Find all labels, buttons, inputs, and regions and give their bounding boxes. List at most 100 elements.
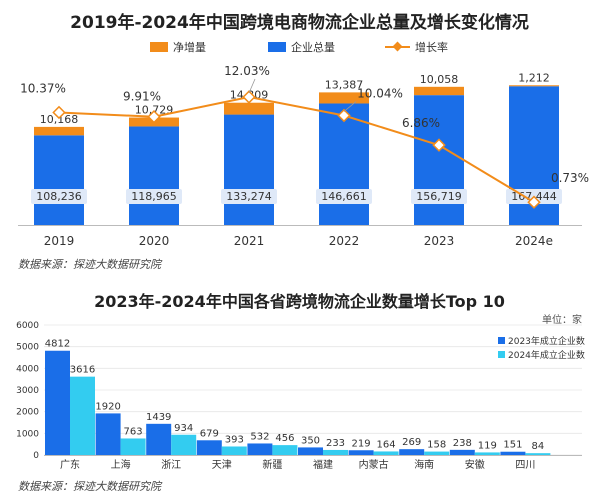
bar-net-2021 xyxy=(224,102,274,115)
growth-label-2020: 9.91% xyxy=(123,90,161,104)
x-tick-四川: 四川 xyxy=(515,460,535,471)
chart1-title: 2019年-2024年中国跨境电商物流企业总量及增长变化情况 xyxy=(70,13,529,33)
label-total-bg-2023 xyxy=(411,189,467,204)
bar-net-2024e xyxy=(509,85,559,87)
label-net-2023: 10,058 xyxy=(420,73,459,86)
growth-point-2021 xyxy=(242,90,256,104)
label-2023-福建: 350 xyxy=(301,435,320,446)
bar-2023-海南 xyxy=(399,449,425,455)
unit-label: 单位：家 xyxy=(542,313,582,326)
x-tick-浙江: 浙江 xyxy=(161,459,181,471)
bar-2023-福建 xyxy=(298,447,323,455)
growth-label-2022: 10.04% xyxy=(357,87,403,101)
chart1-source: 数据来源：探迹大数据研究院 xyxy=(18,258,161,271)
label-total-bg-2020 xyxy=(126,189,182,204)
legend-label-total: 企业总量 xyxy=(291,40,335,54)
label-net-2019: 10,168 xyxy=(40,113,79,126)
label-2024-安徽: 119 xyxy=(478,440,497,451)
bar-2023-上海 xyxy=(95,413,121,455)
label-2024-天津: 393 xyxy=(225,434,244,445)
label-2023-浙江: 1439 xyxy=(146,412,171,423)
label-2023-广东: 4812 xyxy=(45,339,70,350)
x-tick-广东: 广东 xyxy=(60,458,80,471)
growth-point-2024e xyxy=(527,195,541,209)
label-total-bg-2022 xyxy=(316,189,372,204)
legend-swatch-total xyxy=(268,42,286,52)
x-tick-2022: 2022 xyxy=(329,234,360,248)
label-total-2021: 133,274 xyxy=(226,190,272,203)
x-tick-安徽: 安徽 xyxy=(465,458,485,471)
growth-point-2019 xyxy=(52,105,66,120)
legend-label-2024: 2024年成立企业数 xyxy=(508,349,585,361)
legend-swatch-net xyxy=(150,42,168,52)
bar-2023-天津 xyxy=(196,440,222,455)
label-2024-海南: 158 xyxy=(427,440,446,451)
y-tick-4000: 4000 xyxy=(16,364,39,374)
growth-label-2019: 10.37% xyxy=(20,81,66,95)
label-2023-安徽: 238 xyxy=(453,438,472,449)
growth-point-2023 xyxy=(432,138,446,152)
bar-total-2019 xyxy=(34,135,84,225)
growth-label-2024e: 0.73% xyxy=(551,171,589,185)
bar-2023-四川 xyxy=(500,451,526,455)
bar-2024-浙江 xyxy=(171,434,197,455)
label-net-2024e: 1,212 xyxy=(518,71,550,84)
bar-total-2021 xyxy=(224,114,274,225)
growth-label-2021: 12.03% xyxy=(224,64,270,78)
y-tick-1000: 1000 xyxy=(16,429,39,439)
bar-2023-安徽 xyxy=(449,449,475,455)
label-net-2022: 13,387 xyxy=(325,78,364,91)
label-total-2023: 156,719 xyxy=(416,190,462,203)
growth-point-2022 xyxy=(337,108,351,123)
bar-2023-广东 xyxy=(45,350,70,455)
chart1-plot: 净增量企业总量增长率10,168108,236201910,729118,965… xyxy=(18,40,589,248)
y-tick-5000: 5000 xyxy=(16,343,39,353)
legend-swatch-2024 xyxy=(498,351,505,358)
bar-2023-内蒙古 xyxy=(348,450,374,455)
bar-2024-四川 xyxy=(525,453,551,455)
y-tick-3000: 3000 xyxy=(16,386,39,396)
label-2023-四川: 151 xyxy=(503,440,522,451)
label-2024-广东: 3616 xyxy=(70,365,95,376)
y-tick-2000: 2000 xyxy=(16,408,39,418)
legend-label-growth: 增长率 xyxy=(415,40,448,54)
x-tick-新疆: 新疆 xyxy=(262,458,282,471)
y-tick-0: 0 xyxy=(33,451,39,461)
growth-leader-2021 xyxy=(248,78,256,94)
bar-2024-海南 xyxy=(424,451,450,455)
label-2023-天津: 679 xyxy=(200,428,219,439)
x-tick-天津: 天津 xyxy=(212,459,232,471)
label-2023-海南: 269 xyxy=(402,437,421,448)
x-tick-上海: 上海 xyxy=(111,458,131,471)
growth-leader-2022 xyxy=(343,101,357,112)
label-2023-内蒙古: 219 xyxy=(352,438,371,449)
label-total-2020: 118,965 xyxy=(131,190,177,203)
label-2024-福建: 233 xyxy=(326,438,345,449)
x-tick-2019: 2019 xyxy=(44,234,75,248)
bar-2023-浙江 xyxy=(146,423,172,455)
x-tick-2020: 2020 xyxy=(139,234,170,248)
bar-net-2022 xyxy=(319,92,369,104)
label-2024-浙江: 934 xyxy=(174,423,193,434)
x-tick-2023: 2023 xyxy=(424,234,455,248)
chart2-source: 数据来源：探迹大数据研究院 xyxy=(18,480,161,493)
label-total-2022: 146,661 xyxy=(321,190,367,203)
legend-label-net: 净增量 xyxy=(173,40,206,54)
x-tick-海南: 海南 xyxy=(414,458,434,471)
label-2024-上海: 763 xyxy=(124,426,143,437)
legend-swatch-2023 xyxy=(498,337,505,344)
bar-2024-新疆 xyxy=(272,445,298,455)
growth-line xyxy=(58,95,535,204)
x-tick-福建: 福建 xyxy=(313,458,333,471)
bar-2024-福建 xyxy=(323,449,348,455)
x-tick-2021: 2021 xyxy=(234,234,265,248)
bar-2024-广东 xyxy=(70,376,95,455)
label-total-2019: 108,236 xyxy=(36,190,82,203)
growth-label-2023: 6.86% xyxy=(402,116,440,130)
bar-2024-上海 xyxy=(120,438,146,455)
bar-2023-新疆 xyxy=(247,443,273,455)
y-tick-6000: 6000 xyxy=(16,321,39,331)
x-tick-内蒙古: 内蒙古 xyxy=(359,458,389,471)
legend-label-2023: 2023年成立企业数 xyxy=(508,335,585,347)
